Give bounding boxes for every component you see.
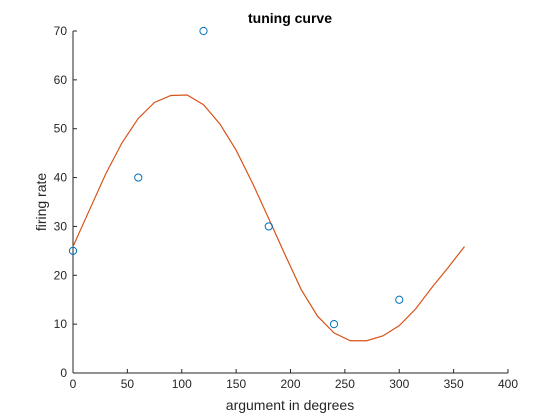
x-axis-label: argument in degrees [226,397,354,413]
x-tick-label: 150 [226,377,246,391]
y-tick-label: 0 [60,366,67,380]
x-tick-label: 50 [121,377,135,391]
y-tick-label: 50 [54,122,68,136]
y-tick-label: 60 [54,73,68,87]
x-tick-label: 100 [172,377,192,391]
chart-title: tuning curve [248,10,332,26]
x-tick-label: 400 [498,377,518,391]
y-axis-label: firing rate [33,173,49,232]
x-tick-label: 200 [280,377,300,391]
y-tick-label: 40 [54,171,68,185]
y-tick-label: 70 [54,24,68,38]
y-tick-label: 20 [54,268,68,282]
x-tick-label: 300 [389,377,409,391]
y-tick-label: 10 [54,317,68,331]
x-tick-label: 0 [70,377,77,391]
x-tick-label: 250 [335,377,355,391]
x-tick-label: 350 [444,377,464,391]
y-tick-label: 30 [54,219,68,233]
